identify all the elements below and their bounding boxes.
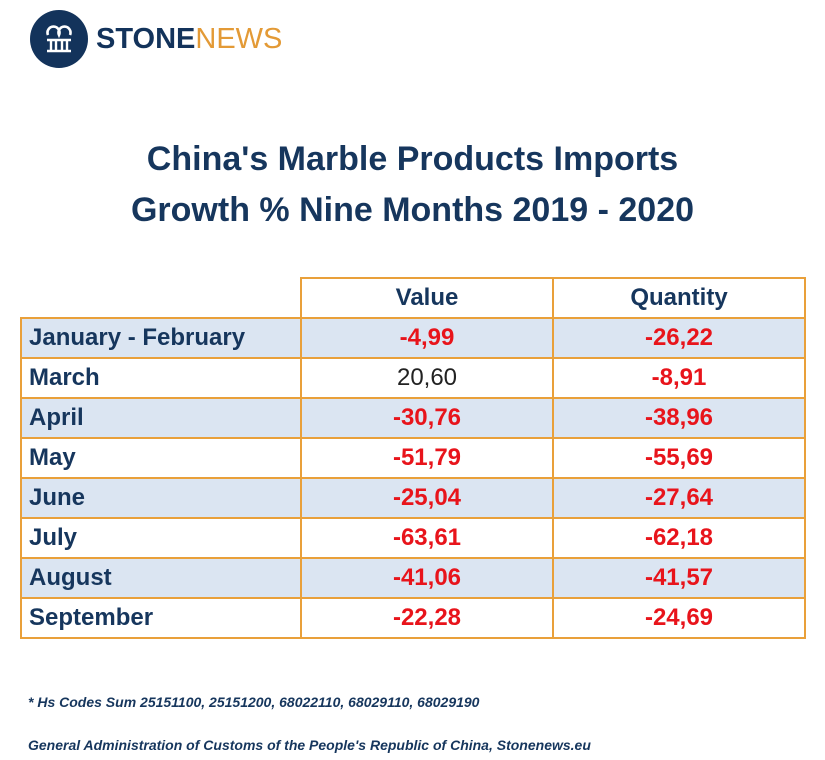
data-table: Value Quantity January - February -4,99 -2…: [20, 277, 806, 639]
row-value-cell: -25,04: [300, 477, 554, 519]
logo-text-stone: STONE: [96, 22, 196, 55]
row-quantity-cell: -62,18: [552, 517, 806, 559]
table-row: June -25,04 -27,64: [20, 477, 806, 519]
row-quantity-cell: -38,96: [552, 397, 806, 439]
table-body: January - February -4,99 -26,22 March 20,60-…: [20, 317, 806, 639]
row-quantity-cell: -26,22: [552, 317, 806, 359]
logo: STONENEWS: [30, 10, 283, 68]
row-value-cell: -4,99: [300, 317, 554, 359]
footnote: * Hs Codes Sum 25151100, 25151200, 68022…: [28, 694, 480, 710]
table-row: August -41,06 -41,57: [20, 557, 806, 599]
table-row: May -51,79 -55,69: [20, 437, 806, 479]
row-value-cell: -51,79: [300, 437, 554, 479]
row-quantity-cell: -41,57: [552, 557, 806, 599]
row-month-label: April: [20, 397, 302, 439]
row-quantity-cell: -55,69: [552, 437, 806, 479]
row-month-label: January - February: [20, 317, 302, 359]
table-row: March 20,60 -8,91: [20, 357, 806, 399]
row-quantity-cell: -8,91: [552, 357, 806, 399]
row-month-label: August: [20, 557, 302, 599]
row-quantity-cell: -27,64: [552, 477, 806, 519]
row-month-label: March: [20, 357, 302, 399]
row-month-label: June: [20, 477, 302, 519]
column-header-quantity: Quantity: [552, 277, 806, 319]
table-row: July -63,61 -62,18: [20, 517, 806, 559]
row-month-label: July: [20, 517, 302, 559]
table-row: April -30,76 -38,96: [20, 397, 806, 439]
row-value-cell: -22,28: [300, 597, 554, 639]
row-value-cell: -41,06: [300, 557, 554, 599]
chart-title-line-2: Growth % Nine Months 2019 - 2020: [130, 191, 695, 229]
chart-title-line-1: China's Marble Products Imports: [146, 140, 679, 178]
chart-title: China's Marble Products Imports Growth %…: [0, 134, 825, 236]
table-row: September -22,28 -24,69: [20, 597, 806, 639]
source-note: General Administration of Customs of the…: [28, 737, 591, 753]
table-header-row: Value Quantity: [21, 277, 806, 319]
logo-wordmark: STONENEWS: [96, 22, 283, 55]
table-row: January - February -4,99 -26,22: [20, 317, 806, 359]
column-header-value: Value: [300, 277, 554, 319]
row-month-label: May: [20, 437, 302, 479]
row-value-cell: -63,61: [300, 517, 554, 559]
row-value-cell: 20,60: [300, 357, 554, 399]
table-header-blank: [21, 278, 302, 319]
row-quantity-cell: -24,69: [552, 597, 806, 639]
row-month-label: September: [20, 597, 302, 639]
logo-text-news: NEWS: [195, 22, 283, 55]
stone-column-logo-icon: [30, 10, 88, 68]
row-value-cell: -30,76: [300, 397, 554, 439]
